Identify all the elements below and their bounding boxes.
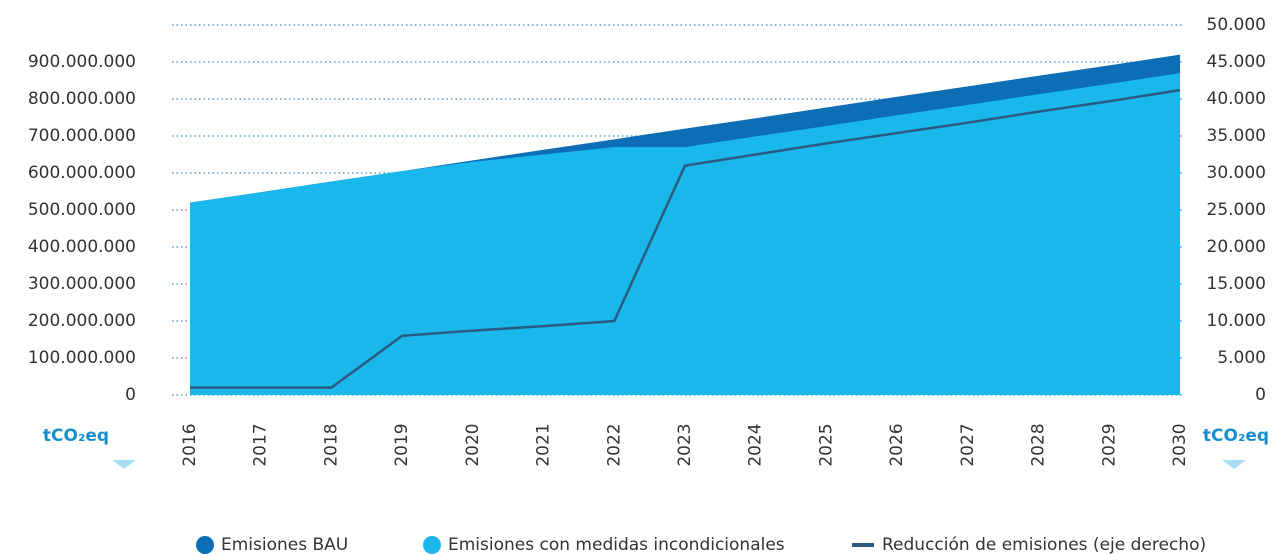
y-tick-label: 500.000.000 [28, 200, 136, 220]
y-tick-label: 100.000.000 [28, 348, 136, 368]
x-tick-label: 2016 [180, 423, 200, 466]
y2-tick-label: 50.000 [1207, 15, 1266, 35]
y2-tick-label: 10.000 [1207, 311, 1266, 331]
x-tick-label: 2024 [746, 423, 766, 466]
x-tick-label: 2030 [1170, 423, 1190, 466]
x-tick-label: 2027 [958, 423, 978, 466]
x-tick-label: 2026 [887, 423, 907, 466]
y-tick-label: 600.000.000 [28, 163, 136, 183]
y2-tick-label: 30.000 [1207, 163, 1266, 183]
y2-tick-label: 40.000 [1207, 89, 1266, 109]
decor-triangle [112, 460, 136, 469]
area [190, 73, 1180, 395]
y-tick-label: 200.000.000 [28, 311, 136, 331]
x-tick-label: 2019 [392, 423, 412, 466]
decor-triangle [1222, 460, 1246, 469]
legend-label: Emisiones con medidas incondicionales [448, 535, 785, 554]
y-tick-label: 400.000.000 [28, 237, 136, 257]
y2-axis-label: tCO₂eq [1203, 426, 1269, 446]
y-tick-label: 0 [125, 385, 136, 405]
y2-tick-label: 5.000 [1217, 348, 1266, 368]
y-tick-label: 800.000.000 [28, 89, 136, 109]
y-tick-label: 900.000.000 [28, 52, 136, 72]
legend-label: Reducción de emisiones (eje derecho) [882, 535, 1206, 554]
y-axis-label: tCO₂eq [43, 426, 109, 446]
x-tick-label: 2020 [463, 423, 483, 466]
line [190, 88, 1181, 389]
y2-tick-label: 45.000 [1207, 52, 1266, 72]
legend-swatch [196, 536, 214, 554]
x-tick-label: 2022 [604, 423, 624, 466]
y2-tick-label: 0 [1255, 385, 1266, 405]
y2-tick-label: 15.000 [1207, 274, 1266, 294]
x-tick-label: 2017 [251, 423, 271, 466]
legend-swatch [852, 543, 874, 547]
y-tick-label: 300.000.000 [28, 274, 136, 294]
x-tick-label: 2021 [534, 423, 554, 466]
x-tick-label: 2023 [675, 423, 695, 466]
y-tick-label: 700.000.000 [28, 126, 136, 146]
y2-tick-label: 25.000 [1207, 200, 1266, 220]
legend-swatch [423, 536, 441, 554]
x-tick-label: 2029 [1099, 423, 1119, 466]
y2-tick-label: 35.000 [1207, 126, 1266, 146]
legend-label: Emisiones BAU [221, 535, 348, 554]
x-tick-label: 2028 [1029, 423, 1049, 466]
y2-tick-label: 20.000 [1207, 237, 1266, 257]
x-tick-label: 2025 [816, 423, 836, 466]
x-tick-label: 2018 [321, 423, 341, 466]
